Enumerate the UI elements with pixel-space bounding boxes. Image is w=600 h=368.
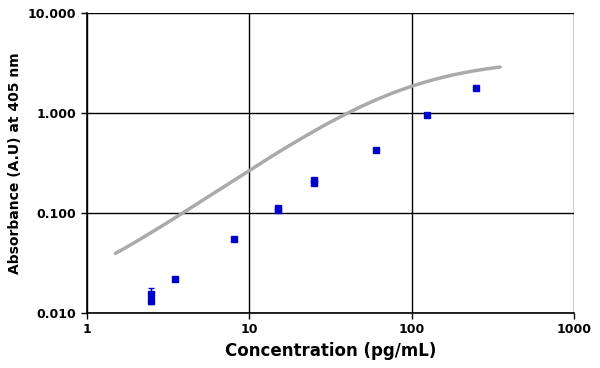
Y-axis label: Absorbance (A.U) at 405 nm: Absorbance (A.U) at 405 nm <box>8 52 22 274</box>
X-axis label: Concentration (pg/mL): Concentration (pg/mL) <box>225 342 436 360</box>
